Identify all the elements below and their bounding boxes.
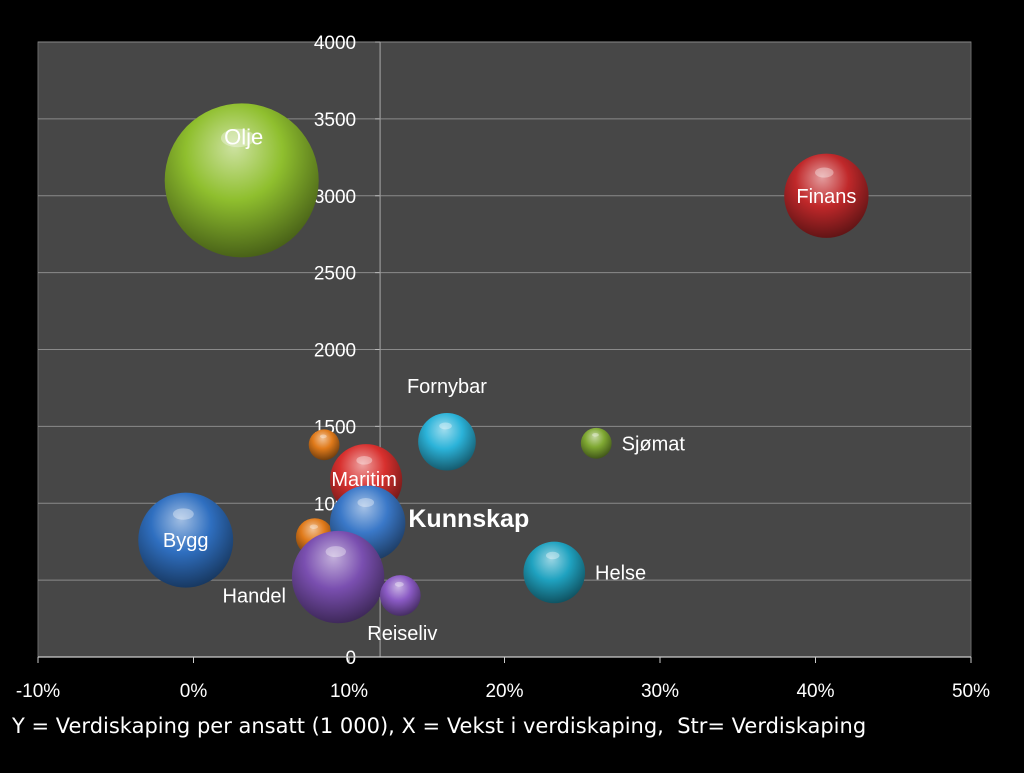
bubble-sjømat — [580, 427, 612, 459]
bubble-label-fornybar: Fornybar — [407, 376, 487, 398]
bubble-label-bygg: Bygg — [163, 530, 209, 552]
bubble-highlight — [545, 551, 560, 560]
y-tick-label: 3500 — [314, 110, 356, 131]
chart-caption: Y = Verdiskaping per ansatt (1 000), X =… — [12, 714, 867, 738]
bubble-highlight — [319, 434, 327, 439]
bubble-highlight — [439, 422, 452, 430]
x-tick-label: 0% — [180, 681, 208, 702]
bubble-handel — [291, 530, 385, 624]
y-tick-label: 2000 — [314, 341, 356, 362]
bubble-highlight — [309, 524, 318, 529]
bubble-highlight — [814, 167, 834, 178]
bubble-label-olje: Olje — [224, 124, 263, 149]
bubble-fornybar — [418, 412, 476, 471]
x-tick-label: 20% — [485, 681, 523, 702]
bubble-unlabeled — [308, 429, 340, 461]
x-tick-label: 40% — [796, 681, 834, 702]
bubble-label-helse: Helse — [595, 562, 646, 584]
bubble-highlight — [394, 581, 404, 587]
bubble-finans — [784, 153, 869, 238]
bubble-label-finans: Finans — [796, 186, 856, 208]
bubble-helse — [523, 541, 586, 604]
x-tick-label: 10% — [330, 681, 368, 702]
bubble-label-sjømat: Sjømat — [622, 433, 686, 455]
bubble-label-kunnskap: Kunnskap — [408, 505, 529, 533]
bubble-label-reiseliv: Reiseliv — [367, 623, 437, 645]
y-tick-label: 2500 — [314, 264, 356, 285]
x-tick-label: -10% — [16, 681, 60, 702]
bubble-highlight — [356, 455, 373, 465]
y-tick-label: 0 — [346, 648, 357, 669]
bubble-highlight — [592, 432, 599, 437]
bubbles — [138, 103, 869, 624]
y-tick-label: 3000 — [314, 187, 356, 208]
bubble-highlight — [357, 497, 375, 508]
x-tick-label: 50% — [952, 681, 990, 702]
bubble-bygg — [138, 492, 234, 588]
bubble-labels: Olje Finans Fornybar Sjømat Maritim Bygg Kunns… — [163, 124, 856, 644]
bubble-olje — [164, 103, 319, 258]
bubble-label-maritim: Maritim — [331, 469, 397, 491]
bubble-label-handel: Handel — [223, 585, 286, 607]
bubble-highlight — [172, 508, 194, 520]
y-tick-label: 4000 — [314, 33, 356, 54]
bubble-highlight — [325, 546, 346, 558]
x-tick-label: 30% — [641, 681, 679, 702]
bubble-highlight — [220, 128, 255, 148]
bubble-reiseliv — [379, 575, 421, 616]
